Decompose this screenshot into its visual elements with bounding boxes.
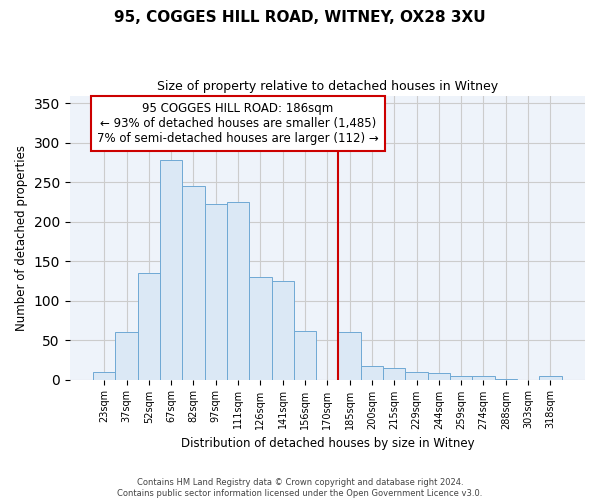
Text: 95 COGGES HILL ROAD: 186sqm
← 93% of detached houses are smaller (1,485)
7% of s: 95 COGGES HILL ROAD: 186sqm ← 93% of det… — [97, 102, 379, 145]
Bar — [494, 379, 517, 380]
Bar — [182, 186, 205, 380]
Bar — [272, 281, 294, 380]
Text: Contains HM Land Registry data © Crown copyright and database right 2024.
Contai: Contains HM Land Registry data © Crown c… — [118, 478, 482, 498]
Text: 95, COGGES HILL ROAD, WITNEY, OX28 3XU: 95, COGGES HILL ROAD, WITNEY, OX28 3XU — [114, 10, 486, 25]
Bar — [539, 376, 562, 380]
Bar — [93, 372, 115, 380]
Bar — [205, 204, 227, 380]
Bar — [472, 376, 494, 380]
Bar — [361, 366, 383, 380]
X-axis label: Distribution of detached houses by size in Witney: Distribution of detached houses by size … — [181, 437, 474, 450]
Bar — [383, 368, 406, 380]
Bar — [450, 376, 472, 380]
Bar — [160, 160, 182, 380]
Bar — [428, 374, 450, 380]
Y-axis label: Number of detached properties: Number of detached properties — [15, 144, 28, 330]
Bar — [338, 332, 361, 380]
Bar — [137, 273, 160, 380]
Bar — [406, 372, 428, 380]
Title: Size of property relative to detached houses in Witney: Size of property relative to detached ho… — [157, 80, 498, 93]
Bar — [294, 330, 316, 380]
Bar — [115, 332, 137, 380]
Bar — [227, 202, 249, 380]
Bar — [249, 277, 272, 380]
